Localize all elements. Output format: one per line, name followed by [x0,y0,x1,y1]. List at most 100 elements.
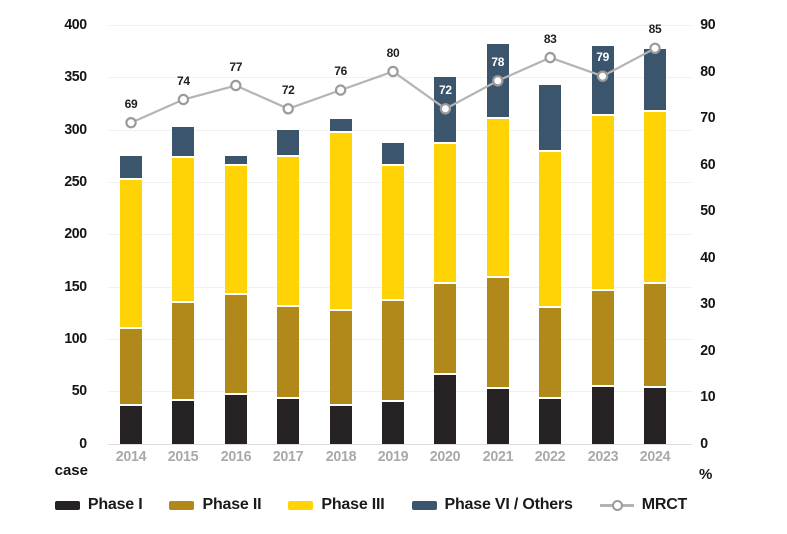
bar-segment-phase-i [382,401,404,444]
y-axis-tick-right: 50 [700,202,716,220]
mrct-legend-icon [599,499,634,511]
bar-segment-phase-ii [434,283,457,375]
bar-segment-phase-vi-others [644,49,666,112]
bar-segment-phase-vi-others [224,155,247,167]
bar-segment-phase-vi-others [172,126,195,158]
x-axis-label-2021: 2021 [482,448,514,465]
bar-segment-phase-i [591,387,614,444]
mrct-marker [230,79,242,92]
mrct-marker [282,103,294,115]
legend-swatch-phase-vi-others [411,500,437,510]
legend-item-phase-vi-others: Phase VI / Others [411,496,573,514]
bar-segment-phase-vi-others [382,143,404,167]
x-axis-label-2017: 2017 [272,448,304,465]
mrct-value-label: 76 [334,64,347,79]
bar-segment-phase-i [434,374,457,444]
bar-segment-phase-iii [224,166,247,296]
y-axis-tick-right: 20 [700,341,716,359]
legend-label: Phase I [87,496,143,513]
gridline [108,25,692,26]
bar-segment-phase-iii [434,144,457,284]
bar-segment-phase-ii [644,283,666,389]
bar-segment-phase-i [277,398,300,444]
mrct-marker [334,84,347,96]
x-axis-label-2019: 2019 [377,448,409,465]
mrct-marker [387,65,399,78]
bar-segment-phase-iii [539,151,562,308]
x-axis-label-2020: 2020 [430,448,461,465]
bar-segment-phase-ii [329,310,352,407]
mrct-marker [544,51,556,64]
y-axis-tick-left: 50 [71,382,87,400]
bar-segment-phase-iii [172,158,195,303]
x-axis-label-2016: 2016 [220,448,252,465]
bar-segment-phase-iii [329,132,352,311]
x-axis-label-2015: 2015 [168,448,199,465]
x-axis-label-2024: 2024 [639,448,671,465]
mrct-value-label: 83 [543,31,557,46]
y-axis-tick-right: 30 [700,295,716,313]
mrct-value-label: 85 [648,22,662,37]
bar-segment-phase-iii [120,180,142,329]
bar-segment-phase-i [224,394,247,444]
y-axis-tick-right: 60 [700,155,716,173]
bar-segment-phase-vi-others [120,155,142,180]
chart-legend: Phase I Phase II Phase III Phase VI / Other… [0,496,742,514]
bar-segment-phase-iii [277,156,300,307]
y-axis-tick-right: 80 [700,62,716,80]
bar-segment-phase-ii [591,290,614,388]
mrct-marker [177,93,190,106]
bar-segment-phase-i [120,406,142,444]
x-axis-label-2023: 2023 [587,448,618,465]
bar-segment-phase-i [539,398,562,444]
mrct-marker [125,116,137,129]
bar-segment-phase-iii [382,166,404,302]
bar-segment-phase-iii [486,119,509,279]
y-axis-tick-left: 150 [64,277,87,295]
y-axis-tick-right: 70 [700,109,716,127]
right-axis-unit-label: % [699,466,713,483]
bar-segment-phase-i [329,406,352,444]
legend-label: MRCT [641,496,688,513]
y-axis-tick-left: 350 [64,68,87,86]
mrct-value-label: 69 [124,96,138,111]
bar-segment-phase-iii [644,111,666,284]
bar-segment-phase-ii [277,306,300,399]
y-axis-tick-left: 200 [64,225,87,243]
legend-label: Phase VI / Others [444,496,573,513]
mrct-value-label: 74 [177,73,190,88]
legend-swatch-phase-iii [288,500,314,510]
mrct-value-label: 80 [386,45,400,60]
bar-segment-phase-iii [591,116,614,291]
gridline [108,129,692,131]
legend-label: Phase II [202,496,262,513]
left-axis-unit-label: case [54,462,88,479]
legend-swatch-phase-i [54,500,80,510]
x-axis-label-2014: 2014 [115,448,147,465]
y-axis-tick-right: 90 [700,16,716,33]
legend-swatch-phase-ii [169,500,195,510]
y-axis-tick-left: 250 [64,173,87,191]
x-axis-baseline [108,443,692,445]
legend-item-mrct: MRCT [599,496,688,514]
y-axis-tick-left: 400 [64,16,87,33]
legend-label: Phase III [321,496,385,513]
y-axis-tick-left: 0 [79,434,87,452]
bar-segment-phase-ii [539,307,562,399]
y-axis-tick-right: 0 [700,434,708,452]
bar-segment-phase-ii [486,278,509,390]
legend-item-phase-iii: Phase III [288,496,385,514]
mrct-legend-marker [611,499,623,511]
bar-segment-phase-i [486,389,509,444]
x-axis-label-2018: 2018 [325,448,356,465]
legend-item-phase-ii: Phase II [169,496,262,514]
mrct-value-label: 72 [439,82,452,97]
bar-segment-phase-ii [224,295,247,395]
y-axis-tick-right: 10 [700,388,716,406]
legend-item-phase-i: Phase I [54,496,143,514]
bar-segment-phase-ii [382,301,404,402]
bar-segment-phase-vi-others [329,119,352,133]
mrct-value-label: 78 [491,54,505,69]
bar-segment-phase-i [172,400,195,444]
